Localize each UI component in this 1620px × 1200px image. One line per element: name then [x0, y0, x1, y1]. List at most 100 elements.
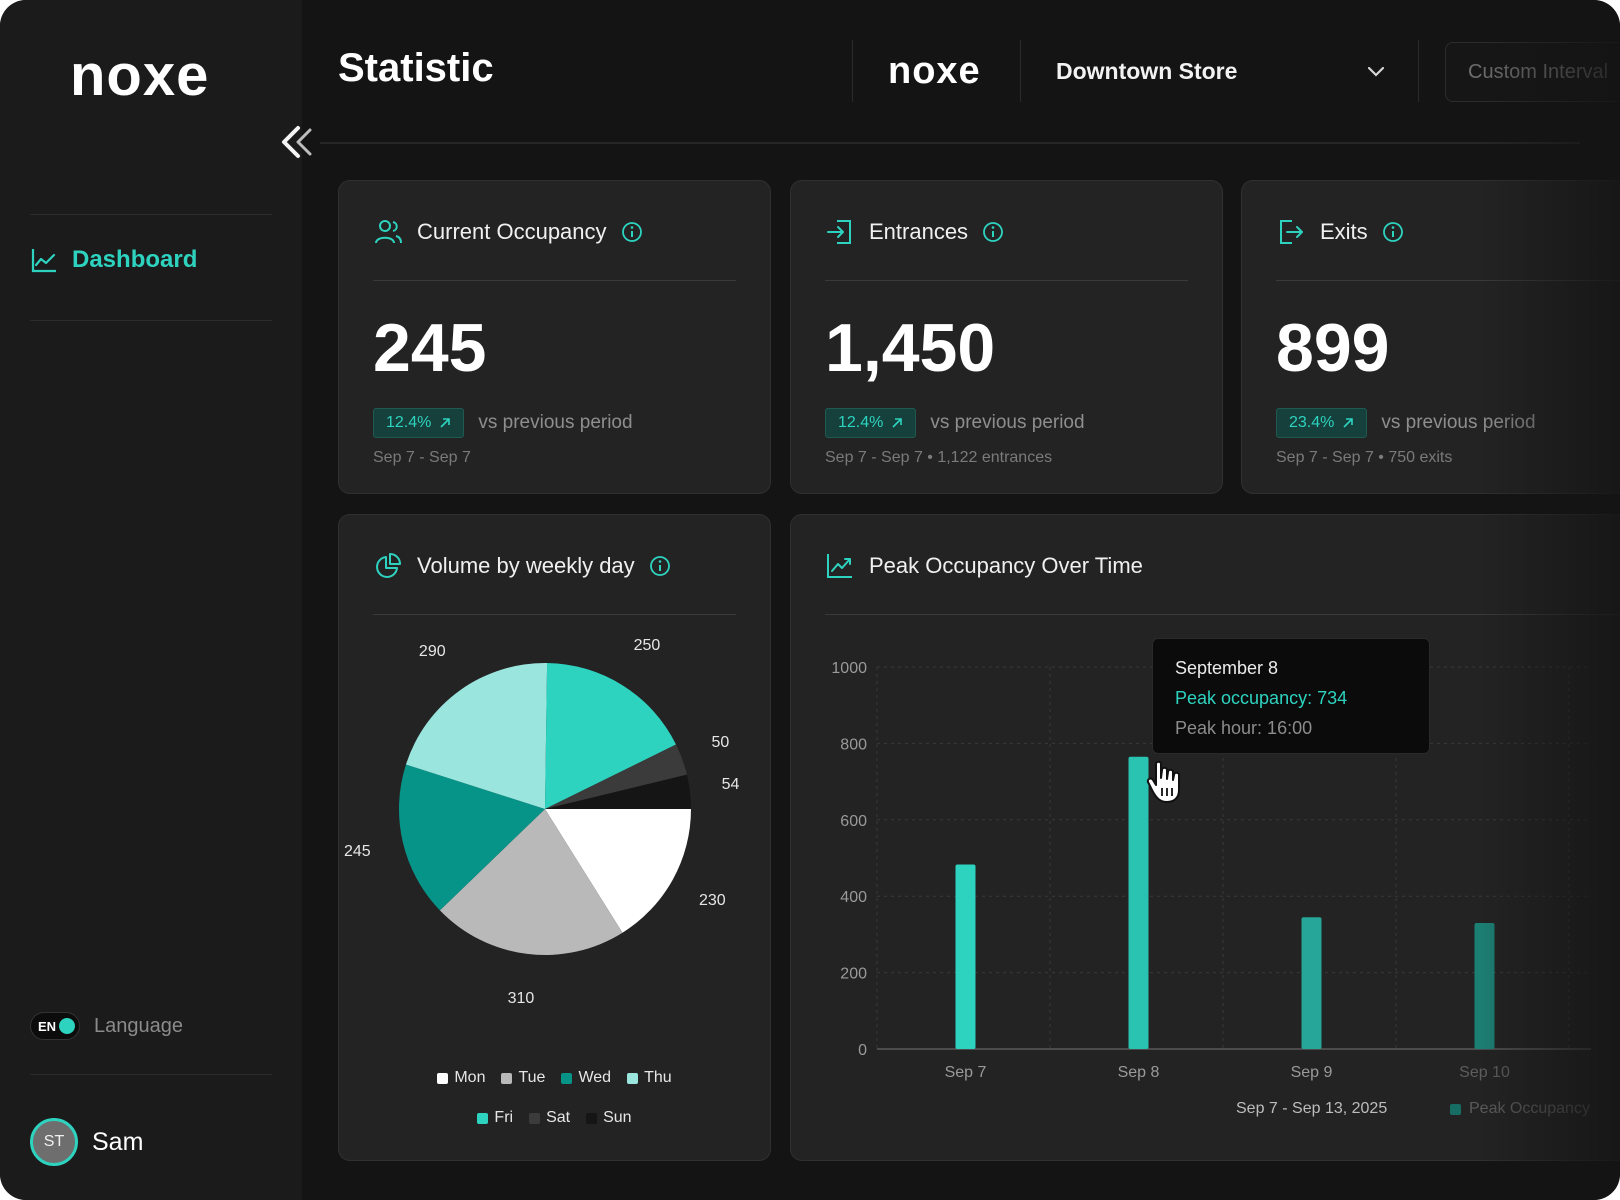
- header-separator: [1020, 40, 1021, 102]
- legend-label: Mon: [454, 1069, 486, 1086]
- collapse-sidebar-button[interactable]: [280, 124, 320, 165]
- x-tick-label: Sep 10: [1459, 1064, 1510, 1081]
- change-value: 12.4%: [386, 414, 432, 431]
- tooltip-hour: Peak hour: 16:00: [1175, 718, 1313, 738]
- compare-text: vs previous period: [478, 412, 633, 433]
- user-profile[interactable]: ST Sam: [30, 1118, 143, 1166]
- chart-tooltip: September 8 Peak occupancy: 734 Peak hou…: [1152, 638, 1430, 754]
- bar-sep-8[interactable]: [1128, 756, 1149, 1049]
- exits-value: 899: [1276, 310, 1390, 386]
- legend-swatch: [437, 1072, 449, 1084]
- pie-slice-sun[interactable]: [545, 774, 691, 809]
- header-divider: [320, 142, 1580, 144]
- pie-legend: Fri Sat Sun: [339, 1109, 770, 1127]
- custom-interval-button[interactable]: Custom Interval: [1445, 42, 1620, 102]
- card-title: Peak Occupancy Over Time: [869, 553, 1143, 578]
- legend-swatch: [627, 1072, 639, 1084]
- legend-swatch: [561, 1072, 573, 1084]
- y-tick-label: 1000: [831, 660, 867, 677]
- bar-chart: 0 200 400 600 800 1000 Sep 7 Sep 8 Sep 9 Sep 10: [831, 660, 1591, 1081]
- legend-swatch: [477, 1112, 489, 1124]
- x-tick-label: Sep 9: [1291, 1064, 1333, 1081]
- pie-slice-mon[interactable]: [545, 809, 691, 933]
- info-icon[interactable]: [649, 555, 671, 577]
- pie-chart: [399, 663, 691, 955]
- y-tick-label: 0: [858, 1042, 867, 1059]
- tooltip-title: September 8: [1175, 658, 1279, 678]
- user-name: Sam: [92, 1127, 144, 1156]
- sidebar-logo: noxe: [70, 43, 210, 108]
- language-toggle[interactable]: EN: [30, 1012, 80, 1040]
- bar-sep-10[interactable]: [1474, 922, 1495, 1049]
- trending-chart-icon: [827, 554, 852, 578]
- legend-label: Peak Occupancy: [1469, 1100, 1590, 1117]
- pie-value-label: 310: [507, 989, 535, 1007]
- exits-card: Exits 899 23.4% vs previous period Sep 7…: [1241, 180, 1620, 494]
- store-select[interactable]: Downtown Store: [1056, 58, 1386, 85]
- line-chart-icon: [31, 249, 56, 273]
- legend-item-sat[interactable]: Sat: [529, 1109, 570, 1127]
- pie-slice-wed[interactable]: [399, 764, 545, 911]
- compare-text: vs previous period: [930, 412, 1085, 433]
- legend-label: Thu: [644, 1069, 672, 1086]
- card-divider: [373, 280, 736, 281]
- y-tick-label: 200: [840, 966, 867, 983]
- sidebar-divider: [30, 214, 272, 215]
- sidebar-divider: [30, 1074, 272, 1075]
- legend-label: Fri: [494, 1109, 514, 1126]
- login-icon: [827, 220, 851, 244]
- trend-row: 12.4% vs previous period: [825, 408, 1085, 438]
- arrow-up-right-icon: [892, 418, 903, 428]
- chevrons-left-icon: [282, 126, 312, 158]
- sidebar-divider: [30, 320, 272, 321]
- legend-item-mon[interactable]: Mon: [437, 1069, 485, 1087]
- bar-legend: Peak Occupancy: [1450, 1100, 1590, 1118]
- compare-text: vs previous period: [1381, 412, 1536, 433]
- legend-swatch: [586, 1112, 598, 1124]
- pie-value-label: 54: [721, 776, 740, 794]
- pie-value-label: 250: [633, 636, 661, 654]
- change-badge: 23.4%: [1276, 408, 1368, 438]
- legend-item-thu[interactable]: Thu: [627, 1069, 672, 1087]
- peak-occupancy-card: Peak Occupancy Over Time 0 200 400 600 800 10…: [790, 514, 1620, 1161]
- trend-row: 12.4% vs previous period: [373, 408, 633, 438]
- legend-item-sun[interactable]: Sun: [586, 1109, 632, 1127]
- bar-sep-9[interactable]: [1301, 917, 1322, 1049]
- info-icon[interactable]: [621, 221, 643, 243]
- language-code: EN: [38, 1018, 57, 1034]
- language-switcher: EN Language: [30, 1012, 183, 1040]
- pie-value-label: 50: [711, 733, 730, 751]
- x-tick-label: Sep 8: [1118, 1064, 1160, 1081]
- bar-sep-7[interactable]: [955, 864, 976, 1049]
- legend-swatch: [1450, 1103, 1461, 1115]
- tooltip-peak: Peak occupancy: 734: [1175, 688, 1348, 708]
- pie-slice-tue[interactable]: [439, 809, 623, 955]
- pie-slice-thu[interactable]: [405, 663, 548, 809]
- card-divider: [825, 614, 1620, 615]
- users-icon: [375, 220, 402, 244]
- pie-slice-fri[interactable]: [545, 663, 676, 809]
- header-separator: [852, 40, 853, 102]
- legend-item-tue[interactable]: Tue: [501, 1069, 545, 1087]
- avatar: ST: [30, 1118, 78, 1166]
- legend-item-fri[interactable]: Fri: [477, 1109, 513, 1127]
- legend-label: Sun: [603, 1109, 632, 1126]
- weekly-volume-card: Volume by weekly day 230 310 245 290 250 50 54…: [338, 514, 771, 1161]
- card-header: Entrances: [825, 217, 1004, 247]
- legend-item-wed[interactable]: Wed: [561, 1069, 611, 1087]
- info-icon[interactable]: [1382, 221, 1404, 243]
- occupancy-value: 245: [373, 310, 487, 386]
- trend-row: 23.4% vs previous period: [1276, 408, 1536, 438]
- store-select-value: Downtown Store: [1056, 58, 1238, 84]
- card-title: Current Occupancy: [417, 219, 607, 244]
- info-icon[interactable]: [982, 221, 1004, 243]
- pie-value-label: 290: [418, 643, 446, 661]
- sidebar-item-dashboard[interactable]: Dashboard: [30, 246, 197, 274]
- pie-slice-sat[interactable]: [545, 744, 687, 809]
- chevron-down-icon: [1367, 66, 1385, 77]
- date-note: Sep 7 - Sep 7: [373, 449, 471, 466]
- date-note: Sep 7 - Sep 7 • 750 exits: [1276, 449, 1453, 466]
- x-tick-label: Sep 7: [945, 1064, 987, 1081]
- sidebar-item-label: Dashboard: [72, 246, 198, 273]
- date-note: Sep 7 - Sep 7 • 1,122 entrances: [825, 449, 1053, 466]
